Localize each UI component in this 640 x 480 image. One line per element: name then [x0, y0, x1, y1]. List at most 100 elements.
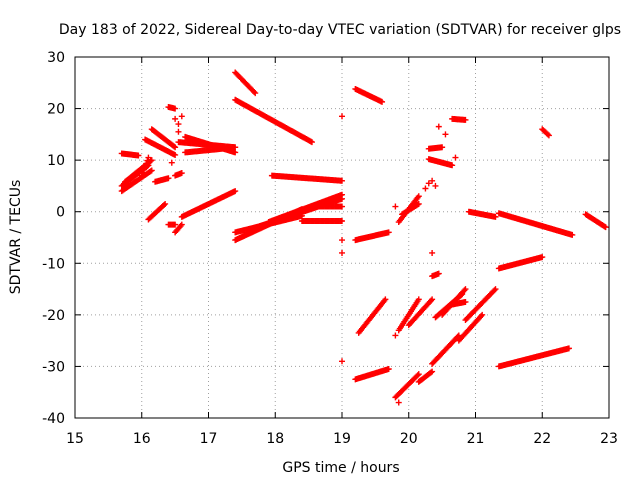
data-point — [232, 188, 239, 195]
data-point — [145, 154, 152, 161]
data-point — [175, 121, 182, 128]
data-point — [439, 144, 446, 151]
data-point — [461, 287, 468, 294]
data-point — [478, 313, 485, 320]
data-point — [415, 296, 422, 303]
data-point — [414, 372, 421, 379]
data-point — [415, 200, 422, 207]
data-point — [429, 296, 436, 303]
data-point — [392, 203, 399, 210]
data-point — [339, 358, 345, 365]
data-point — [545, 132, 552, 139]
data-points — [118, 69, 609, 406]
data-point — [308, 139, 315, 146]
data-point — [232, 149, 239, 156]
data-point — [339, 113, 345, 120]
y-tick-label: 10 — [47, 153, 65, 169]
data-point — [492, 286, 499, 293]
data-point — [144, 157, 151, 164]
data-point — [168, 159, 175, 166]
y-axis-label: SDTVAR / TECUs — [8, 180, 24, 295]
data-point — [432, 182, 439, 189]
y-tick-label: 20 — [47, 102, 65, 118]
data-point — [339, 217, 345, 224]
data-point — [143, 160, 150, 167]
data-point — [429, 368, 436, 375]
data-point — [147, 168, 154, 175]
data-point — [382, 296, 389, 303]
data-point — [415, 193, 422, 200]
data-point — [601, 223, 608, 230]
data-point — [175, 128, 182, 135]
data-point — [602, 224, 609, 231]
data-point — [569, 231, 576, 238]
data-point — [218, 145, 225, 152]
data-point — [171, 143, 178, 150]
data-point — [339, 191, 345, 198]
data-point — [492, 213, 499, 220]
data-point — [379, 98, 386, 105]
data-point — [177, 222, 184, 229]
data-point — [479, 311, 486, 318]
data-point — [339, 203, 345, 210]
data-point — [135, 152, 142, 159]
data-point — [251, 88, 258, 95]
data-point — [339, 177, 345, 184]
y-tick-label: 0 — [56, 205, 65, 221]
data-point — [395, 399, 402, 406]
x-tick-label: 17 — [200, 431, 218, 447]
data-point — [339, 249, 345, 256]
data-point — [172, 115, 179, 122]
x-tick-label: 16 — [133, 431, 151, 447]
data-point — [172, 221, 179, 228]
data-point — [462, 298, 469, 305]
data-point — [142, 163, 149, 170]
data-point — [232, 144, 239, 151]
chart-title: Day 183 of 2022, Sidereal Day-to-day VTE… — [59, 22, 621, 38]
data-point — [539, 254, 546, 261]
data-point — [392, 332, 399, 339]
x-tick-label: 20 — [400, 431, 418, 447]
data-point — [425, 180, 432, 187]
data-point — [565, 345, 572, 352]
data-point — [140, 166, 147, 173]
data-point — [172, 144, 179, 151]
data-point — [139, 169, 146, 176]
data-point — [462, 286, 469, 293]
data-point — [172, 105, 179, 112]
data-point — [161, 202, 167, 209]
y-tick-label: -20 — [42, 308, 65, 324]
data-point — [428, 369, 434, 376]
x-axis-label: GPS time / hours — [282, 460, 399, 476]
x-tick-label: 19 — [333, 431, 351, 447]
data-point — [178, 221, 185, 228]
data-point — [178, 170, 185, 177]
x-tick-label: 21 — [467, 431, 485, 447]
data-point — [435, 270, 442, 277]
data-point — [429, 177, 436, 184]
x-tick-label: 15 — [66, 431, 84, 447]
x-tick-label: 18 — [266, 431, 284, 447]
axis-ticks: 15 16 17 18 19 20 21 22 23 -40 -30 -20 -10 0 10 20 30 — [42, 50, 618, 447]
data-point — [172, 151, 179, 158]
data-point — [462, 116, 469, 123]
x-tick-label: 22 — [533, 431, 551, 447]
data-point — [428, 297, 434, 304]
data-point — [162, 200, 169, 207]
data-point — [429, 249, 436, 256]
data-point — [435, 123, 442, 130]
x-tick-label: 23 — [600, 431, 618, 447]
data-point — [385, 366, 392, 373]
data-point — [452, 154, 459, 161]
data-point — [491, 287, 498, 294]
data-point — [148, 167, 155, 174]
y-tick-label: -10 — [42, 256, 65, 272]
data-point — [252, 90, 259, 97]
y-tick-label: 30 — [47, 50, 65, 66]
data-point — [544, 131, 551, 138]
data-point — [339, 237, 345, 244]
data-point — [415, 371, 422, 378]
data-point — [165, 175, 172, 182]
data-point — [422, 185, 429, 192]
data-point — [385, 229, 392, 236]
